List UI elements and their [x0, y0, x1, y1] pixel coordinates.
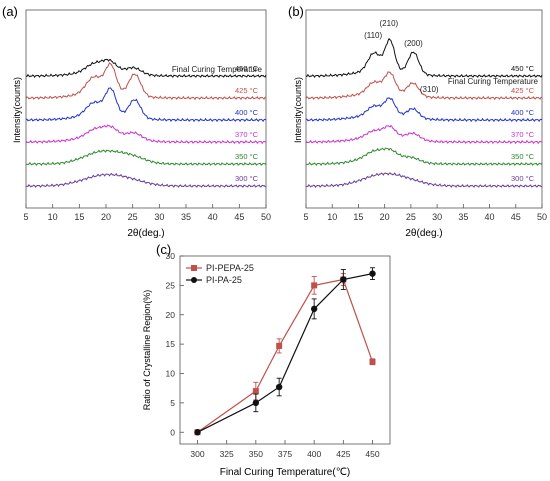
data-point-circle — [252, 399, 260, 407]
series-label: 300 °C — [511, 174, 535, 183]
x-tick-label: 40 — [208, 212, 218, 222]
data-point-circle — [275, 383, 283, 391]
series-label: 425 °C — [235, 86, 259, 95]
series-label: 370 °C — [511, 130, 535, 139]
legend-title: Final Curing Temperature — [448, 77, 539, 86]
panel-b-frame — [305, 9, 543, 209]
series-label: 350 °C — [511, 152, 535, 161]
panel-c-label: (c) — [156, 242, 171, 257]
data-point-square — [252, 388, 259, 395]
x-tick-label: 10 — [327, 212, 337, 222]
x-tick-label: 50 — [261, 212, 271, 222]
y-tick-label: 30 — [166, 251, 176, 261]
series-line-PI-PEPA-25 — [197, 278, 374, 433]
xrd-curve-370 — [305, 124, 543, 145]
series-label: 350 °C — [235, 152, 259, 161]
data-point-square — [369, 358, 376, 365]
series-label: 450 °C — [511, 64, 535, 73]
series-label: 300 °C — [235, 174, 259, 183]
panel-b-label: (b) — [288, 4, 304, 19]
xrd-curve-425 — [25, 62, 267, 101]
panel-a-xlabel: 2θ(deg.) — [127, 228, 164, 239]
panel-b-xlabel: 2θ(deg.) — [405, 228, 442, 239]
x-tick-label: 350 — [249, 449, 263, 459]
y-tick-label: 0 — [170, 427, 175, 437]
xrd-curve-425 — [305, 71, 543, 101]
series-label: 370 °C — [235, 130, 259, 139]
x-tick-label: 5 — [303, 212, 308, 222]
x-tick-label: 20 — [380, 212, 390, 222]
x-tick-label: 5 — [23, 212, 28, 222]
xrd-curve-450 — [26, 58, 267, 78]
x-tick-label: 10 — [48, 212, 58, 222]
x-tick-label: 375 — [278, 449, 292, 459]
panel-a-label: (a) — [2, 4, 18, 19]
y-tick-label: 5 — [170, 398, 175, 408]
xrd-curve-350 — [305, 147, 543, 167]
data-point-circle — [194, 429, 201, 436]
x-tick-label: 425 — [336, 449, 350, 459]
peak-annotation: (210) — [380, 19, 399, 28]
data-point-square — [311, 282, 318, 289]
x-tick-label: 25 — [128, 212, 138, 222]
x-tick-label: 15 — [353, 212, 363, 222]
panel-a-ylabel: Intensity(counts) — [12, 77, 22, 143]
x-tick-label: 45 — [511, 212, 521, 222]
x-tick-label: 20 — [101, 212, 111, 222]
series-label: 425 °C — [511, 86, 535, 95]
x-tick-label: 45 — [234, 212, 244, 222]
legend-label: PI-PA-25 — [206, 275, 242, 285]
legend-title: Final Curing Temperature — [172, 65, 263, 74]
y-tick-label: 20 — [166, 310, 176, 320]
peak-annotation: (310) — [420, 85, 439, 94]
y-tick-label: 10 — [166, 369, 176, 379]
data-point-circle — [340, 276, 347, 283]
x-tick-label: 35 — [181, 212, 191, 222]
legend-label: PI-PEPA-25 — [206, 263, 254, 273]
xrd-curve-400 — [25, 87, 267, 123]
xrd-curve-300 — [25, 172, 267, 189]
xrd-curve-450 — [305, 37, 543, 78]
series-line-PI-PA-25 — [197, 273, 373, 433]
x-tick-label: 450 — [365, 449, 379, 459]
xrd-curve-300 — [305, 172, 543, 189]
panel-c-legend: PI-PEPA-25 PI-PA-25 — [186, 263, 254, 285]
legend-marker — [191, 277, 197, 283]
peak-annotation: (200) — [404, 39, 423, 48]
data-point-circle — [369, 270, 376, 277]
xrd-panel-b: (b) Final Curing Temperature 450 °C 425 °C… — [288, 4, 547, 239]
x-tick-label: 300 — [190, 449, 204, 459]
x-tick-label: 30 — [154, 212, 164, 222]
x-tick-label: 400 — [307, 449, 321, 459]
crystallinity-panel-c: (c) 300 325 350 375 400 425 450 0 5 10 15 20 25 30 Ra… — [142, 242, 391, 478]
x-tick-label: 15 — [74, 212, 84, 222]
y-tick-label: 15 — [166, 339, 176, 349]
xrd-curve-350 — [25, 149, 267, 167]
xrd-curve-400 — [305, 97, 543, 123]
panel-a-frame — [25, 9, 267, 209]
panel-c-ylabel: Ratio of Crystalline Region(%) — [142, 290, 152, 411]
xrd-curve-370 — [25, 124, 267, 145]
x-tick-label: 25 — [406, 212, 416, 222]
x-tick-label: 325 — [220, 449, 234, 459]
series-label: 400 °C — [511, 108, 535, 117]
series-label: 450 °C — [235, 64, 259, 73]
x-tick-label: 35 — [458, 212, 468, 222]
panel-c-xlabel: Final Curing Temperature(℃) — [220, 467, 351, 478]
x-tick-label: 50 — [537, 212, 547, 222]
data-point-square — [276, 342, 283, 349]
peak-annotation: (110) — [364, 31, 382, 40]
legend-marker — [191, 265, 197, 271]
x-tick-label: 40 — [485, 212, 495, 222]
series-label: 400 °C — [235, 108, 259, 117]
data-point-circle — [310, 305, 318, 313]
panel-b-ylabel: Intensity(counts) — [293, 77, 303, 143]
y-tick-label: 25 — [166, 280, 176, 290]
x-tick-label: 30 — [432, 212, 442, 222]
